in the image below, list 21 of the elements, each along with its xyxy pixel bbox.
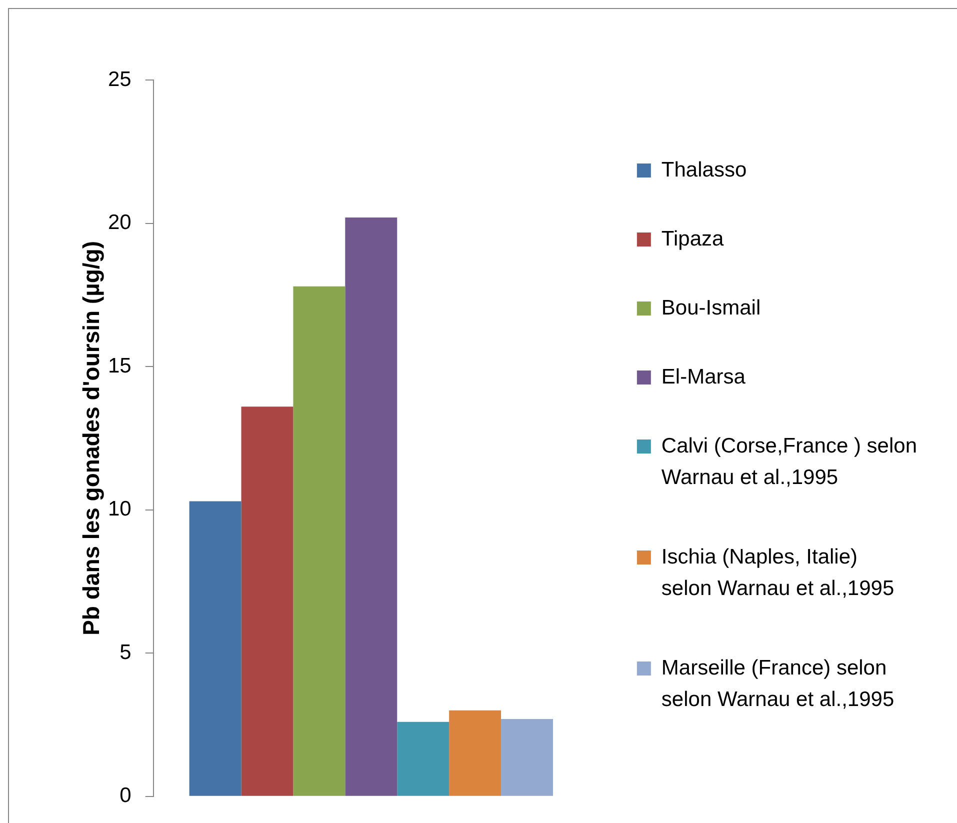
bar xyxy=(449,710,502,796)
bar xyxy=(293,286,346,796)
bar xyxy=(189,501,242,796)
legend-label: Calvi (Corse,France ) selon Warnau et al.,1995 xyxy=(661,434,918,489)
y-tick-label: 5 xyxy=(120,640,132,664)
y-tick-label: 25 xyxy=(108,68,132,91)
legend-label: Bou-Ismail xyxy=(661,296,761,320)
legend-label: Tipaza xyxy=(661,227,724,250)
bar xyxy=(501,719,553,796)
bar xyxy=(345,218,398,796)
y-tick-label: 0 xyxy=(120,784,132,808)
legend-label: El-Marsa xyxy=(661,365,746,388)
y-axis-title: Pb dans les gonades d'oursin (µg/g) xyxy=(78,240,104,636)
bar xyxy=(241,406,294,796)
legend-label: Thalasso xyxy=(661,158,747,182)
y-tick-label: 20 xyxy=(108,211,132,234)
bar xyxy=(397,722,450,796)
y-tick-label: 15 xyxy=(108,354,132,378)
legend-label: Marseille (France) selon selon Warnau et al.,1995 xyxy=(661,656,894,711)
legend-label: Ischia (Naples, Italie) selon Warnau et al.,1995 xyxy=(661,545,894,600)
y-tick-label: 10 xyxy=(108,498,132,521)
